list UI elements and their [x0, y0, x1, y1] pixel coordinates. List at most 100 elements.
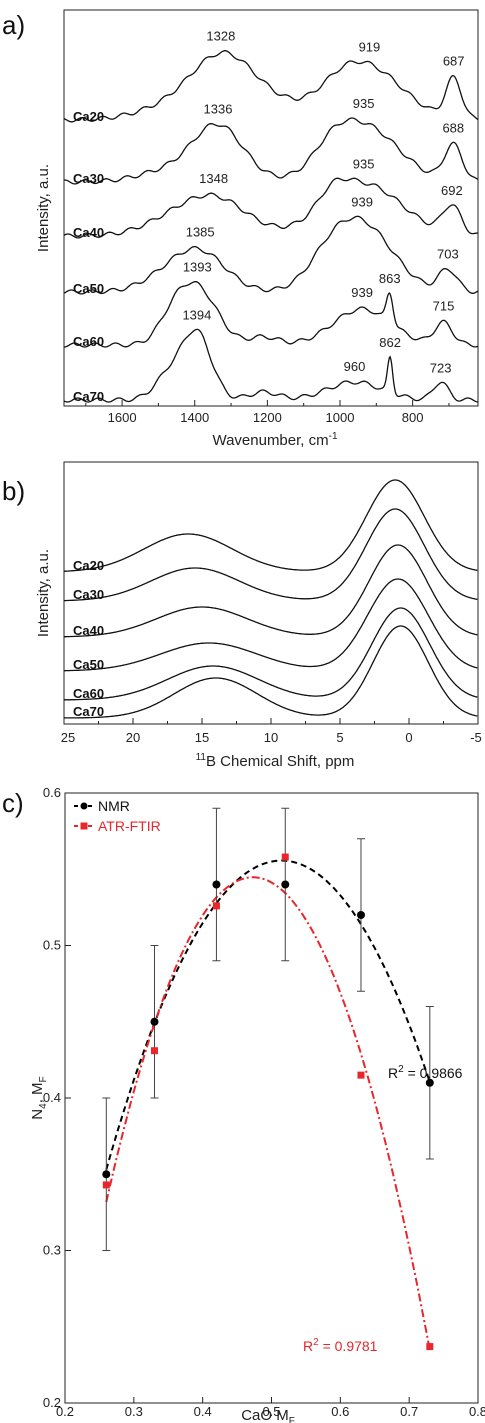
peak-label: 862 [379, 335, 401, 350]
x-tick-label: 1000 [326, 410, 355, 425]
peak-label: 1336 [204, 102, 233, 117]
y-tick-label: 0.3 [43, 1243, 61, 1258]
panel-b-series-labels: Ca20 Ca30 Ca40 Ca50 Ca60 Ca70 [73, 558, 104, 719]
series-label-ca70: Ca70 [73, 389, 104, 404]
x-tick-label: -5 [470, 730, 482, 745]
peak-label: 939 [351, 285, 373, 300]
x-tick-label: 0 [405, 730, 412, 745]
peak-label: 1393 [183, 260, 212, 275]
nmr-point [425, 1078, 434, 1087]
panel-a-x-ticks: 1600 1400 1200 1000 800 [85, 400, 450, 425]
spectrum-curve-ca30 [64, 117, 479, 185]
peak-label: 863 [379, 271, 401, 286]
panel-a-y-axis-label: Intensity, a.u. [35, 164, 52, 252]
y-tick-label: 0.2 [43, 1395, 61, 1410]
peak-label: 1328 [206, 29, 235, 44]
peak-label: 919 [359, 39, 381, 54]
x-tick-label: 5 [336, 730, 343, 745]
nmr-curve-ca70 [63, 625, 478, 719]
series-label-ca70: Ca70 [73, 704, 104, 719]
peak-label: 687 [443, 54, 465, 69]
panel-a-peak-labels: 1328 919 687 1336 935 688 1348 935 692 1385 939 703… [182, 29, 464, 376]
peak-label: 1385 [186, 225, 215, 240]
panel-a: a) 1600 1400 1200 1000 800 1328 919 687 1336 935… [2, 9, 479, 449]
panel-b-label: b) [2, 476, 25, 506]
x-tick-label: 0.8 [469, 1404, 485, 1419]
peak-label: 688 [442, 120, 464, 135]
x-tick-label: 20 [126, 730, 140, 745]
ftir-point [212, 902, 220, 910]
series-label-ca30: Ca30 [73, 171, 104, 186]
y-tick-label: 0.6 [43, 785, 61, 800]
y-tick-label: 0.5 [43, 938, 61, 953]
peak-label: 715 [433, 298, 455, 313]
nmr-curve-ca60 [64, 607, 478, 701]
spectrum-curve-ca20 [63, 50, 479, 123]
peak-label: 1348 [199, 171, 228, 186]
legend-ftir-label: ATR-FTIR [98, 818, 161, 834]
panel-a-label: a) [2, 10, 25, 40]
ftir-point [102, 1181, 110, 1189]
panel-c-y-axis-label: N4, MF [29, 1076, 49, 1119]
panel-c-axis-ticks: 0.2 0.3 0.4 0.5 0.6 0.7 0.8 0.2 0.3 0.4 0.5 0.6 [43, 785, 485, 1419]
panel-c-fit-curves [105, 859, 431, 1351]
nmr-point [356, 911, 365, 919]
panel-c-data-points [102, 807, 434, 1351]
panel-c-label: c) [2, 788, 24, 818]
peak-label: 939 [351, 194, 373, 209]
x-tick-label: 0.3 [125, 1404, 143, 1419]
spectrum-curve-ca40 [63, 177, 478, 239]
nmr-point [150, 1017, 159, 1026]
x-tick-label: 0.4 [194, 1404, 212, 1419]
series-label-ca20: Ca20 [73, 558, 104, 573]
series-label-ca60: Ca60 [73, 686, 104, 701]
peak-label: 935 [353, 96, 375, 111]
spectrum-curve-ca60 [64, 281, 479, 348]
peak-label: 1394 [182, 307, 211, 322]
peak-label: 935 [353, 156, 375, 171]
x-tick-label: 0.2 [56, 1404, 74, 1419]
spectrum-curve-ca50 [63, 215, 479, 295]
ftir-point [357, 1071, 365, 1079]
ftir-r-squared-label: R2 = 0.9781 [303, 1337, 378, 1354]
series-label-ca20: Ca20 [73, 109, 104, 124]
panel-b: b) 25 20 15 10 5 0 -5 Ca20 Ca30 Ca40 Ca50 Ca60 Ca70… [2, 461, 482, 770]
nmr-point [212, 880, 221, 889]
panel-c-legend: NMR ATR-FTIR [74, 798, 161, 834]
x-tick-label: 10 [264, 730, 278, 745]
nmr-point [281, 880, 290, 889]
panel-c-x-tick-labels: 0.2 0.3 0.4 0.5 0.6 0.7 0.8 [56, 1404, 485, 1419]
series-label-ca60: Ca60 [73, 334, 104, 349]
series-label-ca40: Ca40 [73, 623, 104, 638]
panel-a-frame [63, 9, 479, 407]
series-label-ca50: Ca50 [73, 281, 104, 296]
nmr-point [102, 1170, 111, 1179]
legend-ftir-marker [80, 822, 88, 830]
peak-label: 723 [430, 360, 452, 375]
panel-b-y-axis-label: Intensity, a.u. [35, 549, 52, 637]
series-label-ca30: Ca30 [73, 587, 104, 602]
series-label-ca50: Ca50 [73, 657, 104, 672]
fit-curve-atr-ftir [105, 876, 431, 1351]
nmr-curve-ca50 [64, 578, 478, 672]
panel-c-x-axis-label: CaO MF [241, 1407, 295, 1423]
x-tick-label: 0.7 [400, 1404, 418, 1419]
x-tick-label: 1200 [253, 410, 282, 425]
x-tick-label: 800 [402, 410, 424, 425]
panel-a-x-axis-label: Wavenumber, cm-1 [212, 431, 337, 449]
x-tick-label: 1600 [108, 410, 137, 425]
legend-nmr-label: NMR [98, 798, 130, 814]
panel-b-spectra [63, 479, 478, 719]
x-tick-label: 0.5 [262, 1404, 280, 1419]
spectrum-curve-ca70 [63, 328, 479, 403]
x-tick-label: 0.6 [331, 1404, 349, 1419]
ftir-point [281, 853, 289, 861]
peak-label: 692 [441, 183, 463, 198]
legend-nmr-marker [80, 802, 88, 810]
nmr-curve-ca30 [64, 508, 478, 602]
x-tick-label: 25 [61, 730, 75, 745]
peak-label: 703 [437, 247, 459, 262]
panel-b-tick-labels: 25 20 15 10 5 0 -5 [61, 730, 482, 745]
peak-label: 960 [344, 359, 366, 374]
